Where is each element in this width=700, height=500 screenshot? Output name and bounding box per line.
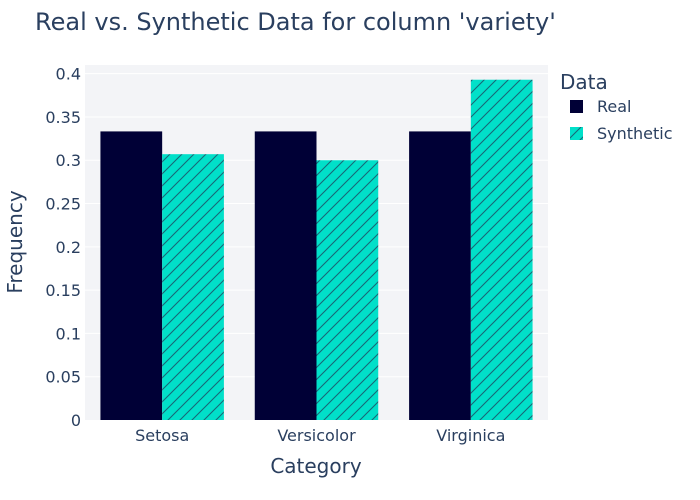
bar-synthetic-versicolor [316,160,379,420]
chart-title: Real vs. Synthetic Data for column 'vari… [35,8,556,36]
y-axis-label: Frequency [3,190,27,293]
legend-title: Data [560,70,608,94]
y-tick-labels: 0 0.05 0.1 0.15 0.2 0.25 0.3 0.35 0.4 [45,65,81,430]
x-tick-label: Versicolor [277,426,356,445]
y-tick-label: 0.2 [56,238,81,257]
legend-items: Real Synthetic [570,97,673,143]
bar-real-virginica [409,131,471,420]
bar-real-setosa [100,131,163,420]
x-tick-label: Setosa [135,426,189,445]
y-tick-label: 0.3 [56,151,81,170]
legend-label-synthetic: Synthetic [597,124,673,143]
y-tick-label: 0.05 [45,368,81,387]
x-tick-labels: Setosa Versicolor Virginica [135,426,505,445]
bar-synthetic-virginica [470,79,533,420]
x-tick-label: Virginica [436,426,505,445]
legend-label-real: Real [597,97,632,116]
bar-real-versicolor [254,131,317,420]
y-tick-label: 0 [71,411,81,430]
bars-group [100,79,533,420]
y-tick-label: 0.35 [45,108,81,127]
y-tick-label: 0.1 [56,324,81,343]
legend-swatch-synthetic [570,127,583,140]
y-tick-label: 0.15 [45,281,81,300]
x-axis-label: Category [270,454,362,478]
legend: Data Real Synthetic [560,70,673,143]
legend-swatch-real [570,100,583,113]
bar-synthetic-setosa [162,154,224,420]
y-tick-label: 0.4 [56,65,81,84]
y-tick-label: 0.25 [45,195,81,214]
